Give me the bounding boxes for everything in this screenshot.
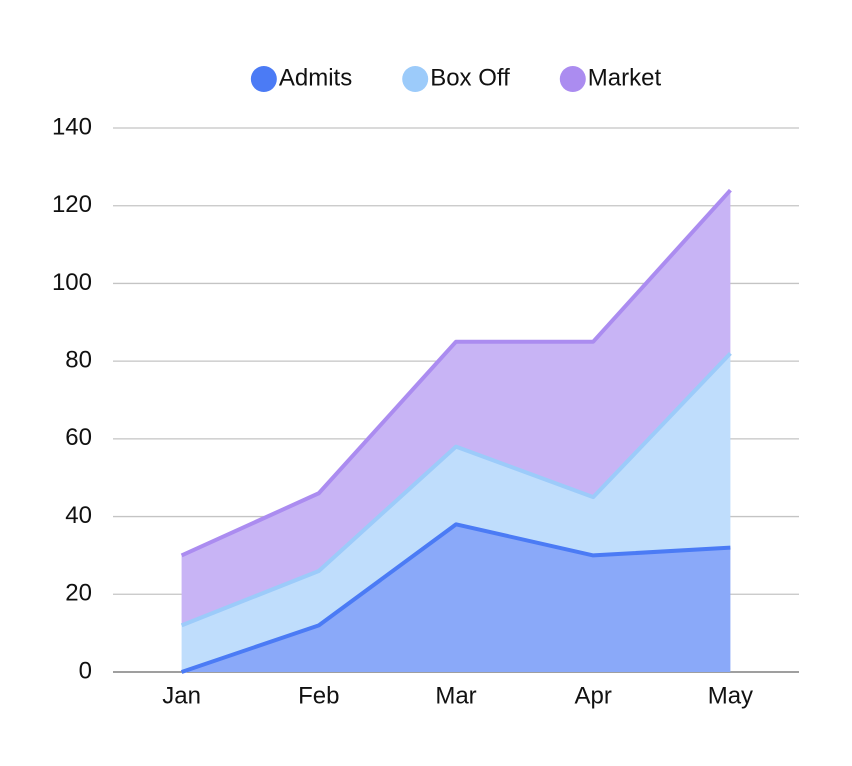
legend-label: Market [588, 64, 662, 91]
y-tick-label: 100 [52, 269, 92, 296]
area-fill [181, 524, 731, 672]
area-fill [181, 353, 731, 672]
y-tick-label: 60 [65, 424, 92, 451]
legend-marker [402, 66, 429, 92]
area-line [180, 351, 732, 628]
y-tick-label: 140 [52, 113, 92, 140]
legend-marker [559, 66, 586, 92]
legend-label: Admits [279, 64, 352, 91]
x-tick-label: Apr [575, 682, 612, 709]
x-tick-label: Mar [435, 682, 476, 709]
x-tick-label: Jan [162, 682, 201, 709]
y-tick-label: 80 [65, 346, 92, 373]
area-fill [181, 190, 731, 626]
area-line [180, 188, 732, 558]
x-tick-label: May [708, 682, 753, 709]
legend-marker [250, 66, 277, 92]
y-tick-label: 40 [65, 502, 92, 529]
legend-label: Box Off [430, 64, 510, 91]
x-tick-label: Feb [298, 682, 339, 709]
y-tick-label: 0 [79, 657, 92, 684]
area-line [180, 522, 731, 674]
y-tick-label: 20 [65, 580, 92, 607]
y-tick-label: 120 [52, 191, 92, 218]
